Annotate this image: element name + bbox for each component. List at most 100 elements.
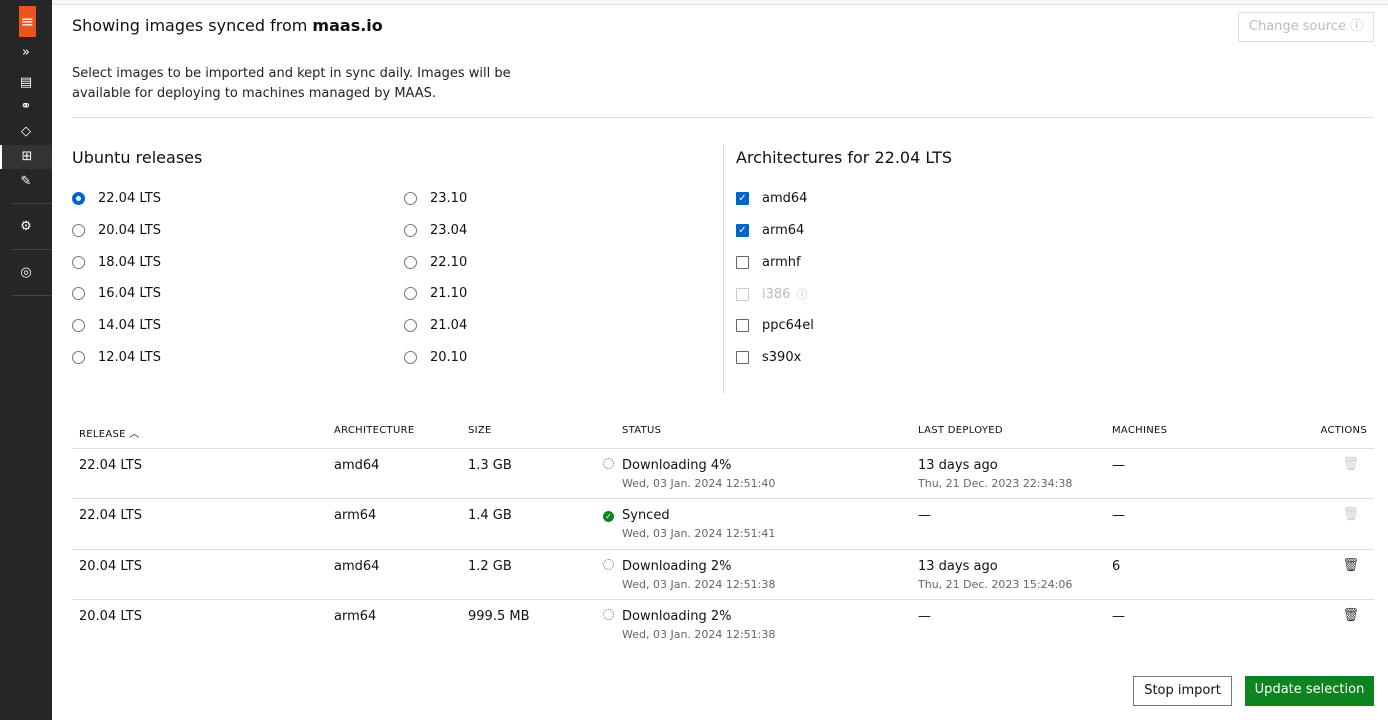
checkbox[interactable] bbox=[736, 319, 749, 333]
column-header: ACTIONS bbox=[1320, 425, 1367, 436]
radio-button[interactable] bbox=[404, 319, 417, 333]
release-label: 21.04 bbox=[430, 318, 468, 334]
release-option[interactable]: 22.10 bbox=[404, 255, 467, 270]
images-icon[interactable]: ⊞ bbox=[0, 145, 52, 169]
checkbox[interactable]: ✓ bbox=[736, 192, 749, 205]
release-label: 16.04 LTS bbox=[98, 286, 161, 302]
arch-cell: arm64 bbox=[334, 608, 377, 624]
radio-button[interactable] bbox=[72, 192, 85, 205]
status-time: Wed, 03 Jan. 2024 12:51:38 bbox=[622, 627, 776, 641]
arch-option[interactable]: i386 ⓘ bbox=[736, 286, 807, 302]
top-bar bbox=[52, 0, 1388, 5]
last-deployed: 13 days ago bbox=[918, 558, 998, 574]
release-option[interactable]: 22.04 LTS bbox=[72, 191, 161, 206]
release-label: 22.04 LTS bbox=[98, 191, 161, 206]
description: Select images to be imported and kept in… bbox=[72, 66, 511, 101]
arches-title: Architectures for 22.04 LTS bbox=[736, 148, 952, 167]
spinner-icon bbox=[603, 558, 614, 570]
machines-cell: — bbox=[1112, 608, 1125, 624]
status-time: Wed, 03 Jan. 2024 12:51:38 bbox=[622, 577, 776, 591]
radio-button[interactable] bbox=[404, 351, 417, 364]
last-deployed-time: Thu, 21 Dec. 2023 15:24:06 bbox=[918, 577, 1073, 591]
kvm-icon[interactable]: ✎ bbox=[20, 174, 32, 189]
release-option[interactable]: 18.04 LTS bbox=[72, 255, 161, 270]
arch-option[interactable]: ✓ amd64 bbox=[736, 191, 807, 206]
user-icon[interactable]: ◎ bbox=[20, 265, 32, 280]
pools-icon[interactable]: ⚭ bbox=[20, 99, 32, 114]
column-header: SIZE bbox=[468, 425, 492, 436]
release-label: 14.04 LTS bbox=[98, 318, 161, 334]
settings-icon[interactable]: ⚙ bbox=[20, 219, 32, 234]
release-option[interactable]: 20.10 bbox=[404, 350, 467, 365]
release-option[interactable]: 23.10 bbox=[404, 191, 467, 206]
menu-icon[interactable]: ≡ bbox=[19, 6, 36, 37]
release-option[interactable]: 14.04 LTS bbox=[72, 318, 161, 333]
status-text: Downloading 2% bbox=[622, 608, 732, 624]
arch-option[interactable]: armhf bbox=[736, 255, 801, 270]
last-deployed-time: Thu, 21 Dec. 2023 22:34:38 bbox=[918, 477, 1073, 490]
update-selection-button[interactable]: Update selection bbox=[1245, 676, 1374, 706]
size-cell: 1.4 GB bbox=[468, 508, 512, 524]
release-option[interactable]: 12.04 LTS bbox=[72, 350, 161, 365]
expand-icon[interactable]: » bbox=[22, 45, 30, 60]
status-time: Wed, 03 Jan. 2024 12:51:40 bbox=[622, 477, 776, 490]
size-cell: 999.5 MB bbox=[468, 608, 530, 624]
radio-button[interactable] bbox=[404, 223, 417, 237]
page-title: Showing images synced from maas.io bbox=[72, 16, 383, 35]
sort-asc-icon: ︿ bbox=[129, 429, 140, 440]
release-option[interactable]: 23.04 bbox=[404, 223, 467, 238]
column-header: ARCHITECTURE bbox=[334, 425, 415, 436]
radio-button[interactable] bbox=[404, 192, 417, 205]
release-option[interactable]: 16.04 LTS bbox=[72, 286, 161, 301]
delete-icon[interactable]: 🗑 bbox=[1342, 507, 1359, 523]
status-time: Wed, 03 Jan. 2024 12:51:41 bbox=[622, 527, 776, 541]
delete-icon[interactable]: 🗑 bbox=[1342, 557, 1359, 573]
arch-label: arm64 bbox=[762, 222, 805, 238]
table-row: 22.04 LTS amd64 1.3 GB Downloading 4% We… bbox=[72, 448, 1374, 498]
radio-button[interactable] bbox=[72, 223, 85, 237]
arch-label: armhf bbox=[762, 254, 801, 270]
delete-icon[interactable]: 🗑 bbox=[1342, 457, 1359, 472]
radio-button[interactable] bbox=[72, 351, 85, 364]
tags-icon[interactable]: ◇ bbox=[21, 124, 31, 139]
column-header[interactable]: RELEASE ︿ bbox=[79, 429, 140, 440]
arch-label: s390x bbox=[762, 350, 802, 365]
release-label: 22.10 bbox=[430, 254, 468, 270]
radio-button[interactable] bbox=[72, 255, 85, 269]
delete-icon[interactable]: 🗑 bbox=[1342, 607, 1359, 623]
arch-option[interactable]: s390x bbox=[736, 350, 801, 365]
table-row: 22.04 LTS arm64 1.4 GB ✓ Synced Wed, 03 J… bbox=[72, 498, 1374, 548]
size-cell: 1.2 GB bbox=[468, 558, 512, 574]
release-option[interactable]: 21.10 bbox=[404, 286, 467, 301]
releases-title: Ubuntu releases bbox=[72, 148, 203, 167]
arch-option[interactable]: ppc64el bbox=[736, 318, 814, 333]
release-option[interactable]: 21.04 bbox=[404, 318, 467, 333]
radio-button[interactable] bbox=[404, 255, 417, 269]
arch-label: amd64 bbox=[762, 191, 808, 206]
release-label: 23.10 bbox=[430, 191, 468, 206]
status-text: Downloading 2% bbox=[622, 558, 732, 574]
column-header: MACHINES bbox=[1112, 425, 1168, 436]
radio-button[interactable] bbox=[72, 287, 85, 301]
stop-import-button[interactable]: Stop import bbox=[1133, 676, 1232, 706]
change-source-button[interactable]: Change source ⓘ bbox=[1238, 12, 1374, 42]
size-cell: 1.3 GB bbox=[468, 458, 512, 473]
status-text: Downloading 4% bbox=[622, 458, 732, 473]
arch-cell: amd64 bbox=[334, 558, 380, 574]
machines-cell: — bbox=[1112, 458, 1125, 473]
checkbox[interactable] bbox=[736, 255, 749, 269]
checkbox[interactable] bbox=[736, 351, 749, 364]
checkbox[interactable]: ✓ bbox=[736, 223, 749, 237]
release-cell: 22.04 LTS bbox=[79, 508, 142, 524]
info-icon: ⓘ bbox=[1350, 19, 1364, 34]
table-row: 20.04 LTS arm64 999.5 MB Downloading 2% … bbox=[72, 598, 1374, 649]
machines-icon[interactable]: ▤ bbox=[19, 75, 33, 90]
spinner-icon bbox=[603, 458, 614, 469]
arch-option[interactable]: ✓ arm64 bbox=[736, 223, 804, 238]
status-text: Synced bbox=[622, 508, 670, 524]
release-option[interactable]: 20.04 LTS bbox=[72, 223, 161, 238]
release-cell: 20.04 LTS bbox=[79, 608, 142, 624]
radio-button[interactable] bbox=[72, 319, 85, 333]
radio-button[interactable] bbox=[404, 287, 417, 301]
checkbox[interactable] bbox=[736, 287, 749, 301]
